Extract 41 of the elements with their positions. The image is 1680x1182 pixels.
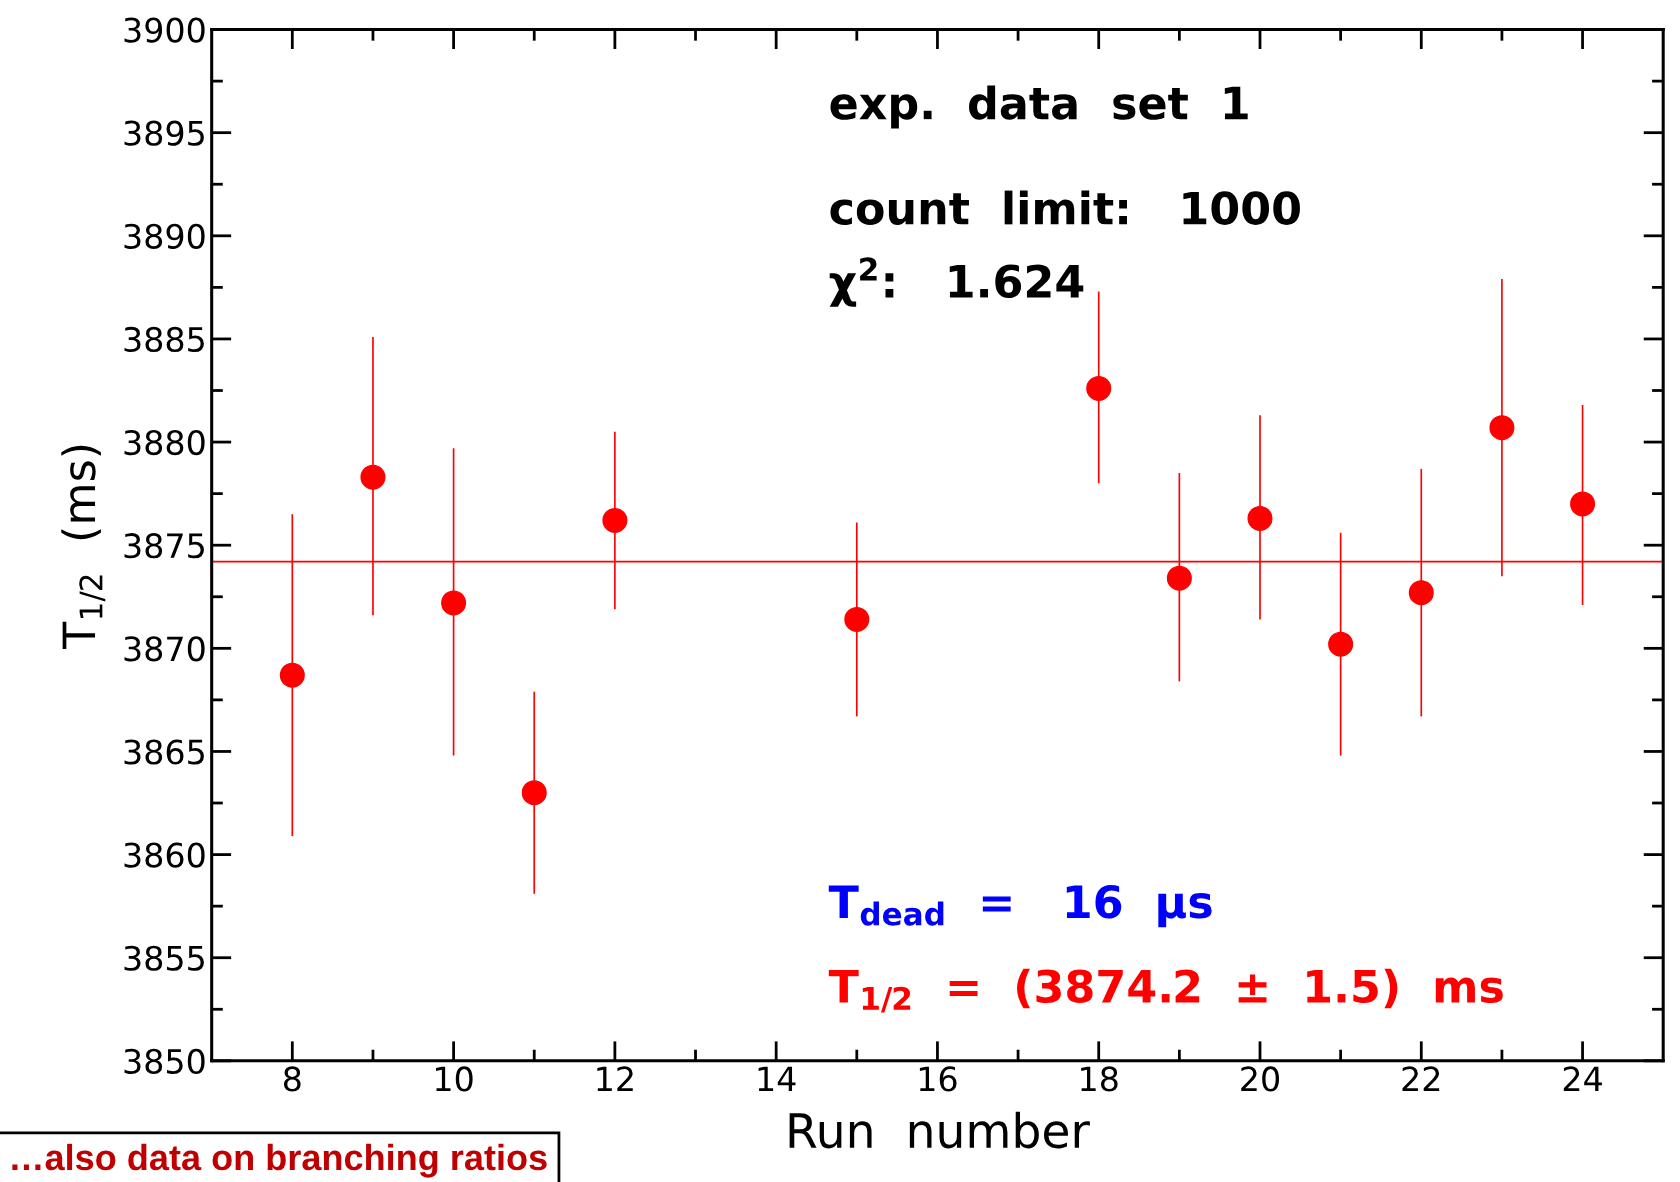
text: …also data on branching ratios	[12, 1143, 547, 1178]
x-tick-label: 20	[1241, 1066, 1279, 1092]
x-tick-label: 18	[1081, 1066, 1118, 1092]
point	[844, 606, 870, 632]
y-tick-label: 3880	[124, 429, 205, 456]
annotation: count limit: 1000	[830, 190, 1300, 225]
y-tick-label: 3860	[124, 842, 205, 868]
point	[360, 464, 386, 490]
text: T$_{1/2}$ = (3874.2 ± 1.5) ms	[828, 968, 1503, 1013]
point	[279, 662, 305, 688]
x-axis-title: Run number	[789, 1111, 1090, 1149]
text: T$_{dead}$ = 16 μs	[828, 884, 1212, 928]
point	[602, 507, 628, 533]
y-tick-label: 3855	[124, 945, 204, 971]
x-tick-label: 16	[919, 1066, 957, 1092]
point	[1086, 375, 1112, 401]
point	[521, 780, 547, 806]
y-axis-title: T$_{1/2}$ (ms)	[61, 445, 106, 650]
x-tick-label: 14	[758, 1066, 796, 1092]
x-tick-label: 12	[597, 1066, 633, 1092]
point	[1489, 415, 1515, 441]
point	[1328, 631, 1354, 657]
y-tick-label: 3870	[124, 636, 205, 662]
x-tick-label: 24	[1563, 1066, 1602, 1092]
annotation: χ$^{2}$: 1.624	[829, 257, 1084, 307]
annotation: exp. data set 1	[830, 85, 1248, 129]
y-tick-label: 3865	[124, 739, 204, 765]
y-tick-label: 3885	[124, 326, 204, 353]
x-tick-label: 10	[436, 1066, 473, 1092]
point	[441, 590, 467, 616]
x-tick-label: 8	[283, 1066, 301, 1092]
point	[1570, 491, 1596, 517]
point	[1166, 565, 1192, 591]
y-tick-label: 3890	[124, 223, 205, 249]
y-tick-label: 3875	[124, 533, 204, 559]
y-tick-label: 3895	[124, 120, 204, 146]
point	[1408, 580, 1434, 606]
y-tick-label: 3900	[124, 17, 205, 43]
point	[1247, 505, 1273, 531]
y-tick-label: 3850	[124, 1048, 205, 1074]
x-tick-label: 22	[1402, 1066, 1440, 1092]
